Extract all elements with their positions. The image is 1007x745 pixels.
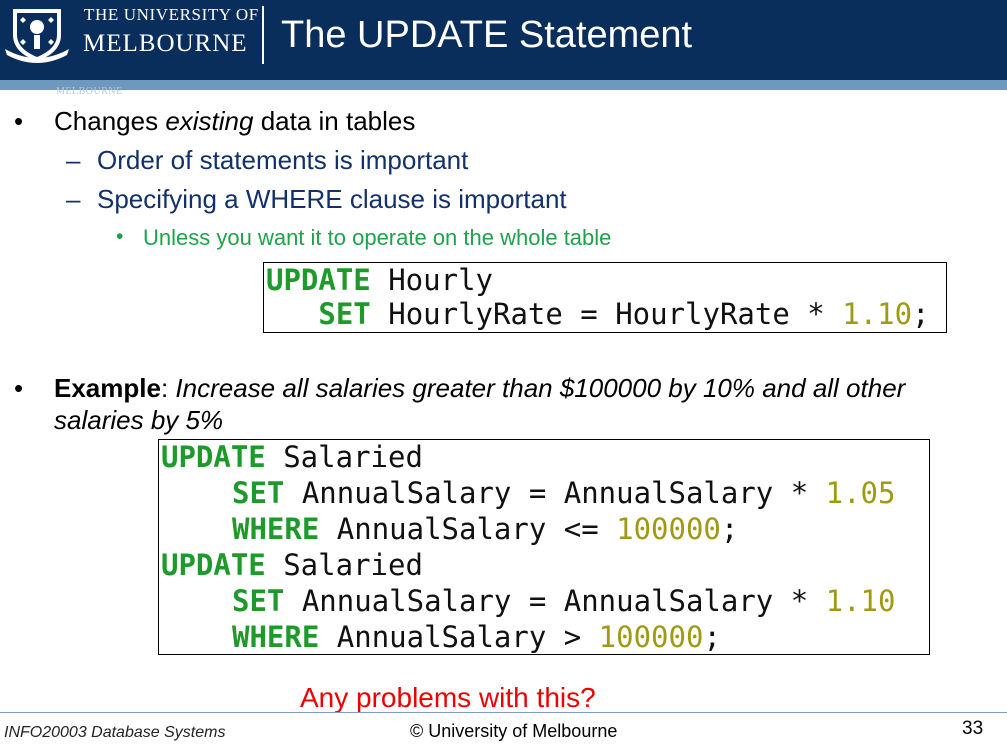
code-text: Salaried — [265, 440, 423, 474]
sub-sub-bullet-unless: Unless you want it to operate on the who… — [143, 225, 612, 250]
code-block-salaried: UPDATE Salaried SET AnnualSalary = Annua… — [158, 439, 930, 655]
code-number: 1.10 — [842, 297, 913, 331]
code-text: ; — [703, 620, 721, 654]
bullet-text: data in tables — [253, 106, 416, 136]
sub-bullet-order: Order of statements is important — [97, 145, 469, 175]
code-block-hourly: UPDATE Hourly SET HourlyRate = HourlyRat… — [263, 262, 947, 333]
code-text: AnnualSalary = AnnualSalary * — [284, 476, 826, 510]
code-line: SET AnnualSalary = AnnualSalary * 1.05 — [232, 476, 895, 510]
code-text: AnnualSalary = AnnualSalary * — [284, 584, 826, 618]
sql-keyword: WHERE — [232, 512, 320, 546]
bullet-marker: • — [14, 106, 24, 136]
logo-line-1: THE UNIVERSITY OF — [84, 5, 259, 24]
sql-keyword: SET — [318, 297, 371, 331]
bullet-example: Example: Increase all salaries greater t… — [54, 373, 905, 404]
code-line: UPDATE Salaried — [161, 440, 423, 474]
code-line: UPDATE Hourly — [266, 263, 493, 297]
sql-keyword: UPDATE — [161, 440, 266, 474]
bullet-text: : — [160, 373, 176, 403]
code-line: SET HourlyRate = HourlyRate * 1.10; — [266, 297, 930, 331]
bullet-text: Changes — [54, 106, 166, 136]
dash-marker: – — [66, 145, 81, 175]
sql-keyword: SET — [232, 584, 285, 618]
code-line: WHERE AnnualSalary <= 100000; — [232, 512, 738, 546]
code-text: Salaried — [265, 548, 423, 582]
code-text: ; — [720, 512, 739, 546]
code-text: HourlyRate = HourlyRate * — [370, 297, 843, 331]
code-number: 1.05 — [825, 476, 896, 510]
code-line: SET AnnualSalary = AnnualSalary * 1.10 — [232, 584, 895, 618]
footer-course: INFO20003 Database Systems — [4, 724, 226, 741]
code-number: 100000 — [616, 512, 721, 546]
footer-copyright: © University of Melbourne — [410, 721, 618, 741]
sub-bullet-where: Specifying a WHERE clause is important — [97, 184, 567, 214]
slide-header: THE UNIVERSITY OF MELBOURNE The UPDATE S… — [0, 0, 1007, 80]
code-text: AnnualSalary <= — [319, 512, 617, 546]
bullet-marker: • — [116, 225, 124, 248]
bullet-marker: • — [14, 373, 24, 403]
code-indent — [266, 297, 318, 331]
bullet-changes-existing: Changes existing data in tables — [54, 106, 415, 137]
code-line: UPDATE Salaried — [161, 548, 423, 582]
university-crest-icon — [5, 9, 69, 63]
code-line: WHERE AnnualSalary > 100000; — [232, 620, 721, 654]
code-text: Hourly — [370, 263, 493, 297]
bullet-emphasis: existing — [165, 106, 254, 136]
sql-keyword: SET — [232, 476, 285, 510]
page-number: 33 — [962, 718, 984, 739]
code-number: 100000 — [598, 620, 704, 654]
code-text: ; — [912, 297, 930, 331]
footer-divider — [0, 712, 1007, 713]
example-label: Example — [54, 373, 161, 403]
logo-ghost-text: MELBOURNE — [56, 86, 123, 97]
header-stripe — [0, 80, 1007, 90]
callout-text: Any problems with this? — [300, 682, 596, 713]
example-text: Increase all salaries greater than $1000… — [175, 373, 906, 403]
dash-marker: – — [66, 184, 81, 214]
code-number: 1.10 — [825, 584, 896, 618]
logo-divider — [262, 6, 264, 64]
sql-keyword: UPDATE — [161, 548, 266, 582]
sql-keyword: UPDATE — [266, 263, 371, 297]
logo-line-2: MELBOURNE — [83, 30, 248, 57]
code-text: AnnualSalary > — [319, 620, 599, 654]
slide-title: The UPDATE Statement — [281, 14, 693, 56]
sql-keyword: WHERE — [232, 620, 320, 654]
bullet-example-cont: salaries by 5% — [54, 405, 224, 435]
